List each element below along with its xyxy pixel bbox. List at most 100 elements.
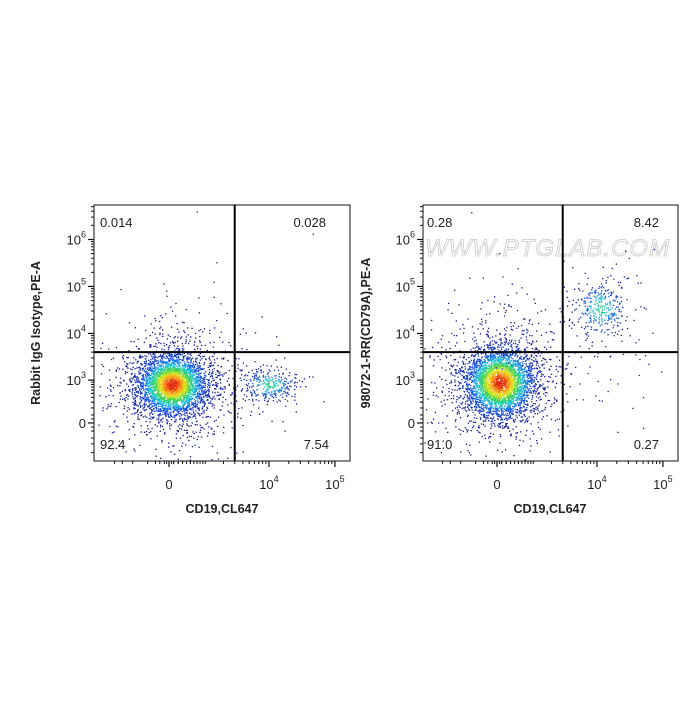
event-dot xyxy=(433,419,434,420)
event-dot xyxy=(185,373,186,374)
event-dot xyxy=(216,358,217,359)
event-dot xyxy=(201,436,202,437)
event-dot xyxy=(165,369,166,370)
event-dot xyxy=(470,387,471,388)
event-dot xyxy=(157,426,158,427)
event-dot xyxy=(146,363,147,364)
event-dot xyxy=(216,262,217,263)
event-dot xyxy=(168,396,169,397)
event-dot xyxy=(462,361,463,362)
event-dot xyxy=(195,400,196,401)
event-dot xyxy=(431,329,432,330)
event-dot xyxy=(162,380,163,381)
event-dot xyxy=(168,379,169,380)
event-dot xyxy=(231,412,232,413)
event-dot xyxy=(171,373,172,374)
event-dot xyxy=(171,404,172,405)
event-dot xyxy=(205,424,206,425)
event-dot xyxy=(229,412,230,413)
event-dot xyxy=(155,375,156,376)
event-dot xyxy=(210,342,211,343)
event-dot xyxy=(149,403,150,404)
event-dot xyxy=(159,364,160,365)
event-dot xyxy=(143,416,144,417)
event-dot xyxy=(160,380,161,381)
event-dot xyxy=(140,396,141,397)
event-dot xyxy=(120,396,121,397)
event-dot xyxy=(199,383,200,384)
event-dot xyxy=(236,453,237,454)
event-dot xyxy=(179,349,180,350)
x-axis-title: CD19,CL647 xyxy=(186,502,259,516)
event-dot xyxy=(182,411,183,412)
event-dot xyxy=(101,364,102,365)
event-dot xyxy=(271,377,272,378)
event-dot xyxy=(127,364,128,365)
event-dot xyxy=(196,380,197,381)
event-dot xyxy=(276,336,277,337)
event-dot xyxy=(285,406,286,407)
event-dot xyxy=(120,392,121,393)
event-dot xyxy=(169,345,170,346)
event-dot xyxy=(166,388,167,389)
event-dot xyxy=(192,387,193,388)
event-dot xyxy=(479,442,480,443)
event-dot xyxy=(180,399,181,400)
event-dot xyxy=(199,355,200,356)
event-dot xyxy=(204,410,205,411)
event-dot xyxy=(188,400,189,401)
event-dot xyxy=(177,399,178,400)
event-dot xyxy=(537,406,538,407)
event-dot xyxy=(184,418,185,419)
event-dot xyxy=(120,398,121,399)
event-dot xyxy=(155,456,156,457)
event-dot xyxy=(512,284,513,285)
event-dot xyxy=(196,370,197,371)
event-dot xyxy=(179,416,180,417)
event-dot xyxy=(267,374,268,375)
event-dot xyxy=(494,420,495,421)
event-dot xyxy=(167,362,168,363)
event-dot xyxy=(215,392,216,393)
event-dot xyxy=(248,372,249,373)
event-dot xyxy=(281,367,282,368)
event-dot xyxy=(183,368,184,369)
event-dot xyxy=(186,341,187,342)
event-dot xyxy=(175,401,176,402)
event-dot xyxy=(98,425,99,426)
event-dot xyxy=(156,407,157,408)
event-dot xyxy=(197,400,198,401)
event-dot xyxy=(189,403,190,404)
event-dot xyxy=(100,386,101,387)
event-dot xyxy=(197,377,198,378)
event-dot xyxy=(531,388,532,389)
event-dot xyxy=(141,389,142,390)
event-dot xyxy=(171,425,172,426)
event-dot xyxy=(205,358,206,359)
event-dot xyxy=(168,442,169,443)
event-dot xyxy=(123,355,124,356)
event-dot xyxy=(151,396,152,397)
event-dot xyxy=(182,376,183,377)
event-dot xyxy=(246,396,247,397)
event-dot xyxy=(152,414,153,415)
event-dot xyxy=(173,376,174,377)
event-dot xyxy=(159,369,160,370)
event-dot xyxy=(453,365,454,366)
event-dot xyxy=(176,354,177,355)
event-dot xyxy=(156,357,157,358)
event-dot xyxy=(157,374,158,375)
event-dot xyxy=(177,367,178,368)
event-dot xyxy=(193,402,194,403)
event-dot xyxy=(227,313,228,314)
y-tick-label: 105 xyxy=(67,276,86,294)
event-dot xyxy=(214,388,215,389)
event-dot xyxy=(156,360,157,361)
event-dot xyxy=(159,334,160,335)
event-dot xyxy=(127,368,128,369)
event-dot xyxy=(458,372,459,373)
event-dot xyxy=(485,320,486,321)
event-dot xyxy=(133,357,134,358)
event-dot xyxy=(197,424,198,425)
event-dot xyxy=(168,401,169,402)
